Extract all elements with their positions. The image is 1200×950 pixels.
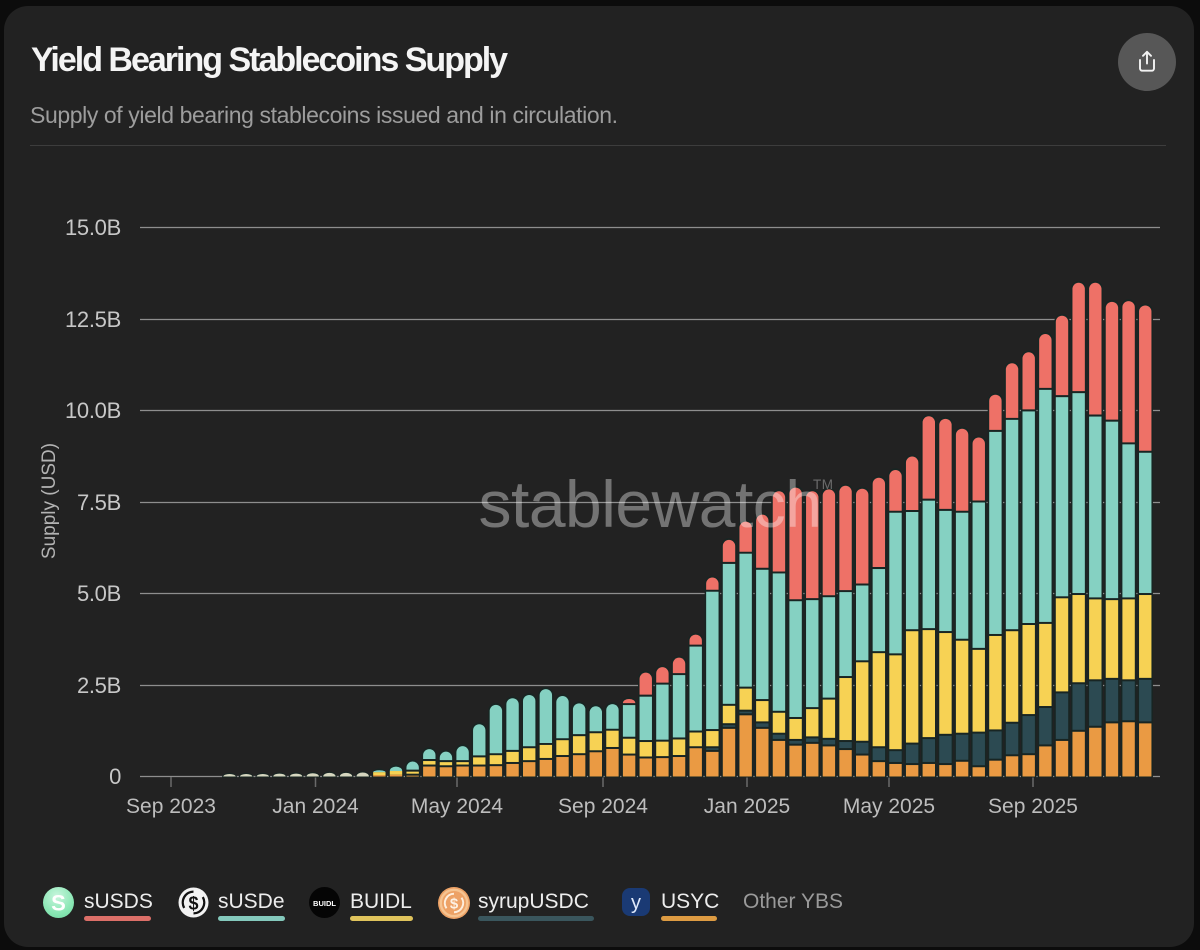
svg-text:stablewatch: stablewatch (478, 467, 821, 541)
svg-text:Jan 2025: Jan 2025 (704, 795, 790, 818)
svg-text:BUIDL: BUIDL (313, 899, 336, 908)
svg-text:$: $ (450, 896, 459, 913)
svg-text:5.0B: 5.0B (77, 581, 121, 606)
svg-text:12.5B: 12.5B (65, 307, 121, 332)
svg-text:Sep 2025: Sep 2025 (988, 795, 1078, 818)
svg-text:S: S (51, 891, 66, 916)
svg-text:15.0B: 15.0B (65, 215, 121, 240)
svg-text:May 2024: May 2024 (411, 795, 504, 818)
svg-text:0: 0 (109, 764, 121, 789)
svg-text:Sep 2023: Sep 2023 (126, 795, 216, 818)
svg-text:Supply (USD): Supply (USD) (39, 443, 60, 559)
svg-text:May 2025: May 2025 (843, 795, 935, 818)
svg-text:7.5B: 7.5B (77, 490, 121, 515)
svg-text:y: y (631, 892, 641, 914)
svg-text:2.5B: 2.5B (77, 673, 121, 698)
svg-text:$: $ (188, 894, 198, 914)
svg-text:10.0B: 10.0B (65, 398, 121, 423)
svg-text:Sep 2024: Sep 2024 (558, 795, 648, 818)
svg-text:TM: TM (813, 477, 834, 492)
svg-text:Jan 2024: Jan 2024 (272, 795, 359, 818)
